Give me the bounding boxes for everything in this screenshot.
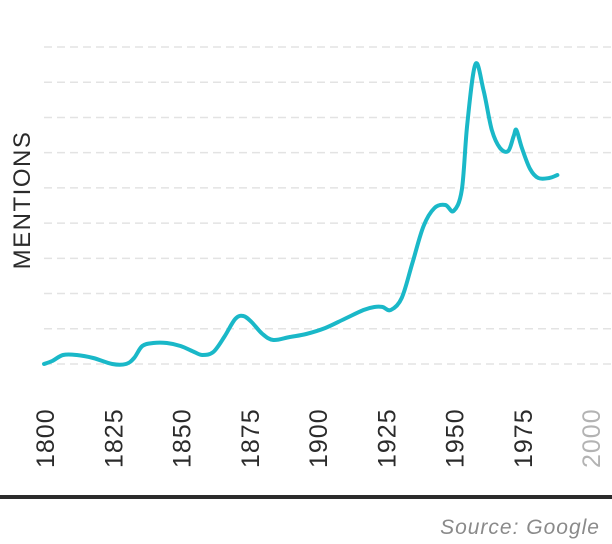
x-tick-labels: 1800 1825 1850 1875 1900 1925 1950 1975 2000 — [32, 408, 606, 468]
x-tick-label: 1900 — [305, 408, 333, 468]
series-line-0 — [42, 61, 560, 367]
series-layer — [42, 61, 560, 367]
y-axis-label: MENTIONS — [9, 131, 36, 270]
x-tick-label: 1875 — [237, 408, 265, 468]
x-tick-label: 1825 — [100, 408, 128, 468]
x-tick-label: 1800 — [32, 408, 60, 468]
bottom-rule — [0, 495, 612, 499]
source-note: Source: Google — [440, 516, 600, 539]
x-tick-label: 1975 — [510, 408, 538, 468]
x-tick-label: 2000 — [578, 408, 606, 468]
x-tick-label: 1950 — [442, 408, 470, 468]
x-tick-label: 1850 — [169, 408, 197, 468]
gridlines — [44, 46, 612, 365]
x-tick-label: 1925 — [373, 408, 401, 468]
